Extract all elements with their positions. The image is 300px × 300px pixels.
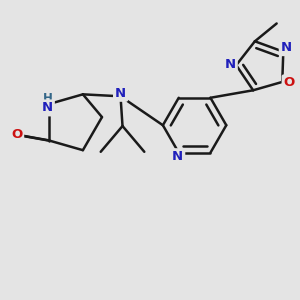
Text: N: N — [42, 101, 53, 114]
Text: H: H — [42, 92, 52, 104]
Text: O: O — [11, 128, 22, 141]
Text: N: N — [172, 150, 183, 163]
Text: O: O — [284, 76, 295, 89]
Text: N: N — [281, 41, 292, 54]
Text: N: N — [115, 87, 126, 100]
Text: N: N — [225, 58, 236, 71]
